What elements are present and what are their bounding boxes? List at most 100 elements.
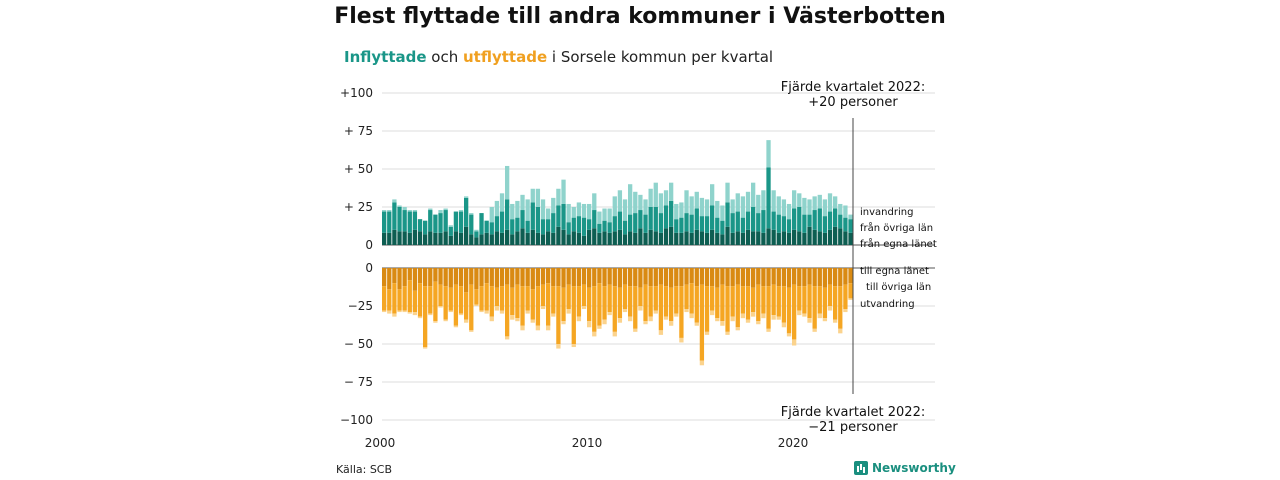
- bar-in-other: [510, 219, 515, 235]
- bar-in-county: [710, 229, 715, 245]
- bar-in-other: [684, 213, 689, 232]
- bar-in-other: [546, 219, 551, 232]
- bar-in-immig: [612, 196, 617, 217]
- bar-out-other: [510, 287, 515, 316]
- bar-out-county: [566, 268, 571, 285]
- bar-out-other: [643, 284, 648, 322]
- bar-out-other: [648, 286, 653, 317]
- bar-in-other: [458, 211, 464, 233]
- bar-out-county: [484, 268, 489, 284]
- bar-in-immig: [428, 208, 433, 211]
- bar-out-emig: [433, 321, 438, 323]
- bar-in-immig: [505, 165, 510, 200]
- bar-in-county: [622, 234, 628, 245]
- bar-in-county: [576, 232, 582, 245]
- bar-in-immig: [838, 203, 843, 215]
- bar-out-county: [469, 268, 474, 285]
- bar-out-county: [740, 268, 746, 287]
- bar-in-other: [448, 226, 453, 236]
- bar-out-county: [648, 268, 653, 287]
- bar-out-other: [766, 286, 771, 329]
- chart-subtitle: Inflyttade och utflyttade i Sorsele komm…: [344, 48, 773, 66]
- bar-out-other: [792, 284, 797, 340]
- bar-in-county: [653, 231, 658, 245]
- bar-out-county: [643, 268, 648, 285]
- bar-out-other: [843, 284, 848, 310]
- bar-in-county: [797, 231, 802, 245]
- bar-in-immig: [587, 203, 592, 220]
- bar-in-county: [689, 232, 694, 245]
- bar-in-immig: [402, 207, 407, 211]
- bar-in-other: [417, 219, 423, 232]
- bar-out-emig: [489, 316, 494, 322]
- bar-in-county: [382, 232, 387, 245]
- bar-out-emig: [561, 321, 566, 325]
- bar-in-immig: [525, 199, 530, 221]
- bar-in-county: [699, 231, 705, 245]
- bar-out-county: [546, 268, 551, 284]
- bar-in-other: [402, 210, 407, 232]
- bar-in-immig: [387, 210, 392, 212]
- bar-in-county: [551, 232, 556, 245]
- bar-out-emig: [674, 313, 679, 317]
- bar-out-emig: [484, 310, 489, 314]
- bar-out-emig: [556, 344, 561, 349]
- bar-out-emig: [525, 310, 530, 314]
- bar-in-other: [535, 207, 541, 233]
- bar-out-emig: [725, 331, 730, 335]
- bar-in-other: [617, 211, 623, 230]
- bar-in-county: [735, 231, 740, 245]
- bar-out-emig: [607, 312, 612, 316]
- bar-in-other: [710, 205, 715, 230]
- bar-out-other: [505, 284, 510, 337]
- bar-in-other: [587, 219, 592, 230]
- bar-in-county: [515, 231, 520, 245]
- bar-out-county: [438, 268, 443, 285]
- bar-out-county: [776, 268, 781, 287]
- bar-in-immig: [807, 199, 812, 215]
- bar-out-other: [622, 284, 628, 310]
- bar-out-county: [792, 268, 797, 285]
- bar-in-immig: [833, 196, 838, 209]
- bar-out-emig: [751, 312, 756, 317]
- bar-out-emig: [587, 321, 592, 328]
- bar-out-other: [735, 284, 740, 328]
- bar-in-immig: [653, 182, 658, 207]
- bar-out-emig: [464, 319, 469, 323]
- bar-in-county: [648, 229, 653, 245]
- bar-out-emig: [827, 306, 833, 311]
- bar-out-county: [458, 268, 464, 287]
- bar-out-emig: [392, 313, 397, 317]
- bar-in-county: [387, 232, 392, 245]
- bar-in-other: [802, 214, 807, 233]
- bar-in-immig: [802, 197, 807, 215]
- bar-out-other: [684, 284, 689, 310]
- bar-in-immig: [812, 196, 817, 211]
- bar-out-county: [576, 268, 582, 287]
- bar-in-other: [781, 216, 787, 232]
- bar-in-county: [786, 232, 792, 245]
- bar-out-county: [581, 268, 587, 285]
- bar-in-other: [469, 214, 474, 235]
- annotation-bottom-line2: −21 personer: [808, 420, 898, 435]
- bar-in-other: [674, 219, 679, 233]
- bar-out-emig: [443, 319, 448, 322]
- bar-out-county: [797, 268, 802, 287]
- bar-in-other: [592, 210, 597, 229]
- bar-out-other: [581, 284, 587, 306]
- bar-in-county: [720, 234, 725, 245]
- bar-in-other: [715, 217, 720, 233]
- bar-in-immig: [592, 193, 597, 211]
- bar-in-other: [745, 211, 751, 230]
- bar-in-county: [392, 229, 397, 245]
- bar-out-other: [587, 287, 592, 322]
- bar-in-immig: [566, 203, 571, 223]
- bar-in-immig: [827, 193, 833, 212]
- bar-in-other: [382, 211, 387, 233]
- bar-in-other: [474, 231, 479, 238]
- bar-out-emig: [530, 319, 535, 323]
- bar-in-county: [684, 231, 689, 245]
- bar-out-county: [817, 268, 822, 287]
- bar-out-other: [433, 281, 438, 322]
- bar-out-other: [628, 286, 633, 317]
